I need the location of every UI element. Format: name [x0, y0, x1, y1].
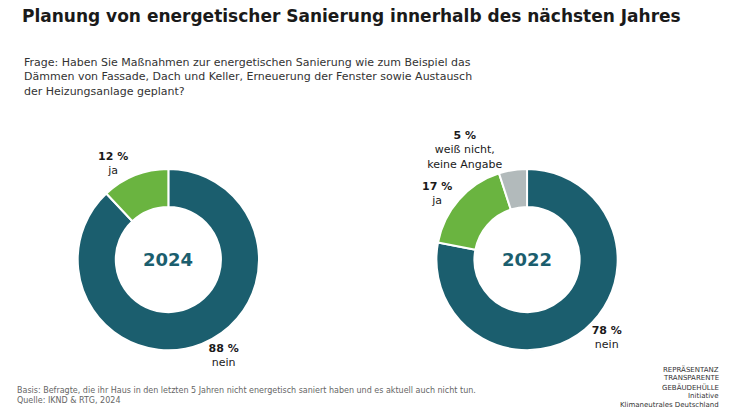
svg-text:Frage: Haben Sie Maßnahmen zur: Frage: Haben Sie Maßnahmen zur energetis… [24, 56, 472, 98]
svg-text:12 %ja: 12 %ja [98, 150, 128, 177]
svg-text:Initiative: Initiative [688, 392, 719, 400]
svg-text:Planung von energetischer Sani: Planung von energetischer Sanierung inne… [22, 6, 681, 26]
svg-text:2022: 2022 [502, 249, 552, 270]
svg-text:5 %weiß nicht,keine Angabe: 5 %weiß nicht,keine Angabe [427, 129, 502, 171]
svg-text:Klimaneutrales Deutschland: Klimaneutrales Deutschland [620, 401, 719, 409]
svg-text:78 %nein: 78 %nein [592, 324, 622, 351]
svg-text:17 %ja: 17 %ja [422, 180, 452, 207]
svg-text:88 %nein: 88 %nein [209, 342, 239, 369]
svg-text:GEBÄUDEHÜLLE: GEBÄUDEHÜLLE [662, 383, 719, 392]
svg-text:REPRÄSENTANZ: REPRÄSENTANZ [663, 365, 719, 374]
svg-text:2024: 2024 [143, 249, 193, 270]
svg-text:Basis: Befragte, die ihr Haus: Basis: Befragte, die ihr Haus in den let… [17, 386, 476, 405]
svg-text:TRANSPARENTE: TRANSPARENTE [663, 374, 719, 382]
